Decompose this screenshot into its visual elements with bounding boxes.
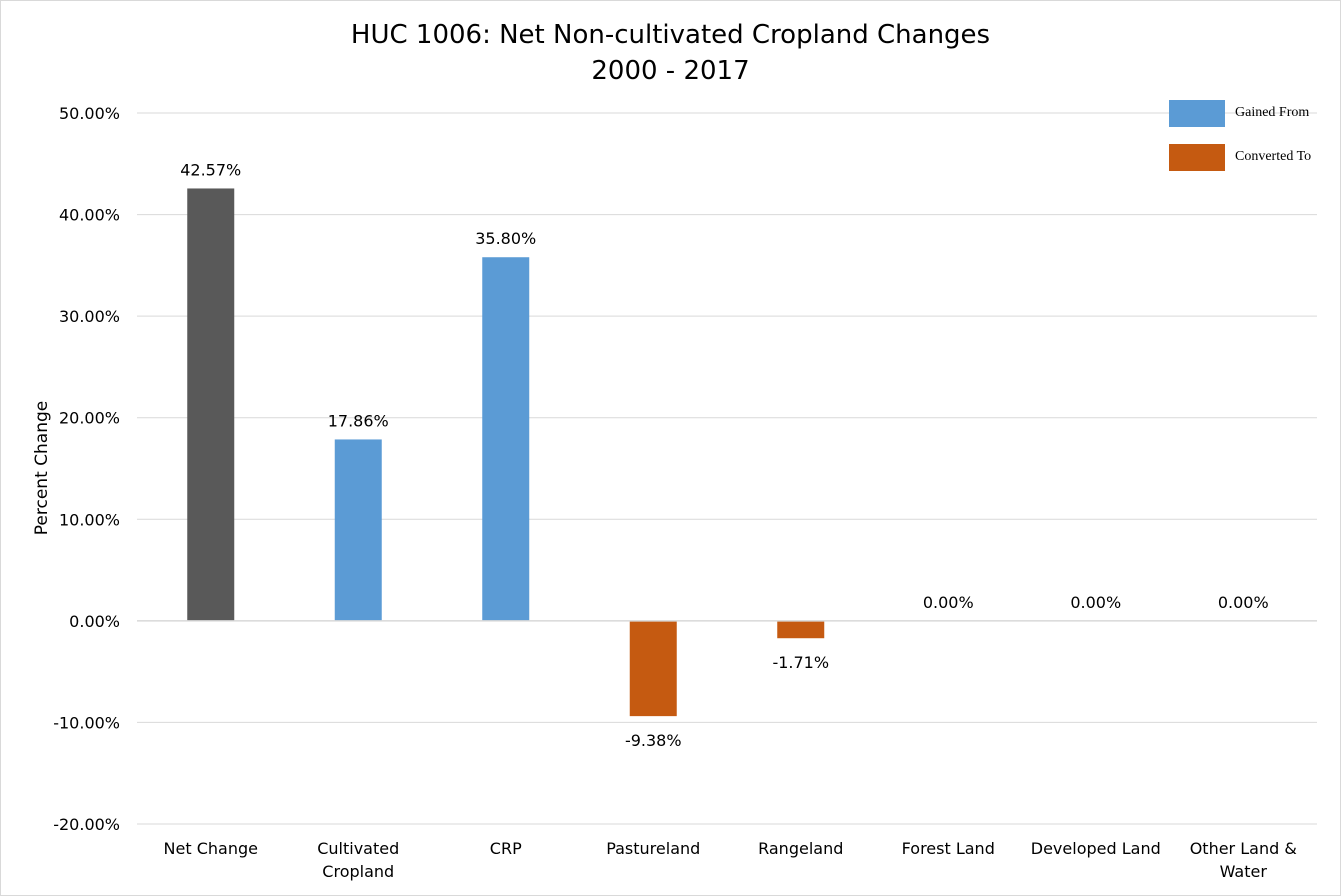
data-label: 17.86% [328, 411, 389, 430]
x-tick-label: Net Change [164, 839, 258, 858]
x-tick-label: Other Land & [1190, 839, 1297, 858]
data-label: -9.38% [625, 731, 682, 750]
data-label: 0.00% [1218, 593, 1269, 612]
data-label: 42.57% [180, 160, 241, 179]
x-tick-label: CRP [490, 839, 522, 858]
data-label: 35.80% [475, 229, 536, 248]
x-tick-label: Forest Land [902, 839, 995, 858]
y-tick-label: 20.00% [59, 409, 120, 428]
y-tick-label: 40.00% [59, 206, 120, 225]
bar [482, 257, 530, 621]
x-tick-label: Cultivated [317, 839, 399, 858]
x-tick-label: Water [1220, 862, 1268, 881]
data-label: 0.00% [923, 593, 974, 612]
x-tick-label: Cropland [322, 862, 394, 881]
y-tick-label: 30.00% [59, 307, 120, 326]
y-tick-label: 50.00% [59, 104, 120, 123]
bar [629, 620, 677, 717]
chart-subtitle: 2000 - 2017 [591, 56, 750, 86]
y-tick-label: 0.00% [69, 612, 120, 631]
bar [187, 188, 235, 621]
x-tick-label: Rangeland [758, 839, 843, 858]
x-tick-label: Developed Land [1031, 839, 1161, 858]
legend-swatch-converted [1169, 144, 1225, 171]
legend-swatch-gained [1169, 100, 1225, 127]
y-tick-label: -20.00% [53, 815, 120, 834]
chart-title: HUC 1006: Net Non-cultivated Cropland Ch… [350, 20, 991, 50]
bar [334, 439, 382, 621]
legend-label-converted: Converted To [1235, 149, 1312, 164]
y-tick-label: 10.00% [59, 510, 120, 529]
x-tick-label: Pastureland [606, 839, 700, 858]
legend-label-gained: Gained From [1235, 105, 1310, 120]
data-label: -1.71% [772, 653, 829, 672]
y-tick-label: -10.00% [53, 713, 120, 732]
data-label: 0.00% [1070, 593, 1121, 612]
bar [777, 620, 825, 639]
